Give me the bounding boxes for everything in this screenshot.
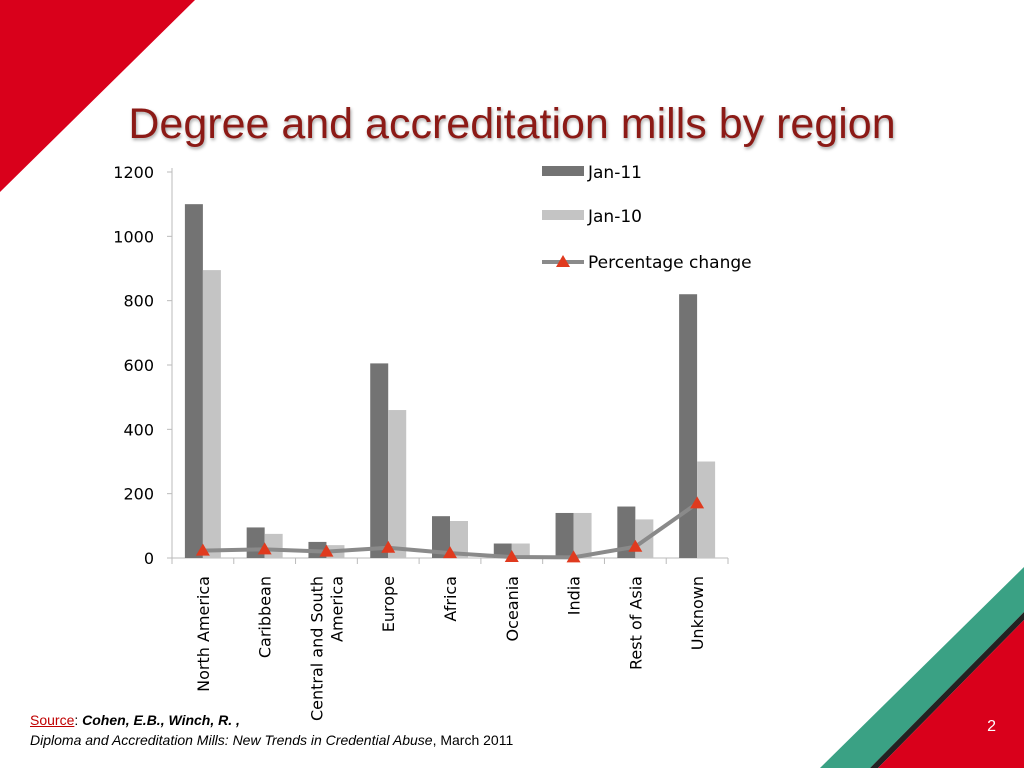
top-left-red-triangle	[0, 0, 195, 192]
bar-jan-11	[679, 294, 698, 558]
percentage-change-point	[443, 546, 457, 559]
bottom-right-dark-band	[870, 612, 1024, 768]
y-tick-label: 1000	[113, 227, 154, 246]
x-category-label: North America	[194, 576, 213, 692]
source-authors: Cohen, E.B., Winch, R. ,	[82, 712, 240, 728]
x-category-label: America	[327, 576, 346, 642]
source-colon: :	[74, 712, 79, 728]
legend-label: Jan-10	[587, 207, 642, 227]
bar-jan-11	[555, 512, 574, 558]
percentage-change-point	[504, 550, 519, 563]
bar-chart: 0 200 400 600 800 1000 1200 North America Caribb…	[113, 163, 751, 721]
source-label: Source	[30, 712, 75, 728]
slide-title: Degree and accreditation mills by region	[128, 100, 896, 148]
x-category-label: Europe	[379, 576, 398, 632]
x-category-label: Caribbean	[256, 576, 275, 658]
y-tick-label: 200	[123, 485, 154, 504]
legend-swatch-jan-10	[542, 210, 584, 220]
percentage-change-point	[257, 542, 272, 555]
source-line-1: Source: Cohen, E.B., Winch, R. ,	[30, 710, 513, 730]
x-category-label: Oceania	[503, 576, 522, 641]
legend-swatch-jan-11	[542, 166, 584, 176]
source-date: , March 2011	[432, 732, 514, 748]
bar-jan-10	[264, 533, 283, 558]
legend-swatch-marker	[556, 255, 570, 267]
x-category-label: Africa	[441, 576, 460, 622]
y-tick-label: 0	[144, 549, 154, 568]
bar-jan-10	[511, 543, 530, 558]
y-tick-label: 400	[123, 420, 154, 439]
legend-label: Jan-11	[587, 163, 642, 183]
bar-jan-11	[184, 204, 203, 558]
bottom-right-teal-band	[820, 567, 1024, 768]
x-category-label: India	[565, 576, 584, 615]
percentage-change-point	[566, 550, 581, 563]
source-citation: Source: Cohen, E.B., Winch, R. , Diploma…	[30, 710, 513, 750]
percentage-change-point	[319, 544, 334, 557]
source-line-2: Diploma and Accreditation Mills: New Tre…	[30, 730, 513, 750]
bottom-right-red-triangle	[878, 620, 1024, 768]
bar-jan-11	[432, 516, 450, 558]
percentage-change-point	[381, 540, 396, 553]
x-category-label: Unknown	[688, 576, 707, 650]
bar-jan-11	[617, 506, 636, 558]
bar-jan-10	[202, 270, 221, 558]
x-category-label: Rest of Asia	[626, 576, 645, 670]
bar-jan-10	[450, 521, 468, 558]
percentage-change-point	[195, 543, 210, 556]
bar-jan-10	[573, 512, 592, 558]
legend-label: Percentage change	[588, 253, 752, 273]
bar-jan-11	[370, 363, 389, 558]
y-tick-label: 600	[123, 356, 154, 375]
bar-jan-10	[697, 461, 716, 558]
bar-jan-10	[388, 410, 407, 558]
percentage-change-point	[690, 496, 705, 509]
x-category-label: Central and South	[307, 576, 326, 721]
slide-number: 2	[987, 718, 996, 735]
y-tick-label: 1200	[113, 163, 154, 182]
source-work-title: Diploma and Accreditation Mills: New Tre…	[30, 732, 433, 748]
percentage-change-point	[628, 539, 643, 552]
y-tick-label: 800	[123, 292, 154, 311]
